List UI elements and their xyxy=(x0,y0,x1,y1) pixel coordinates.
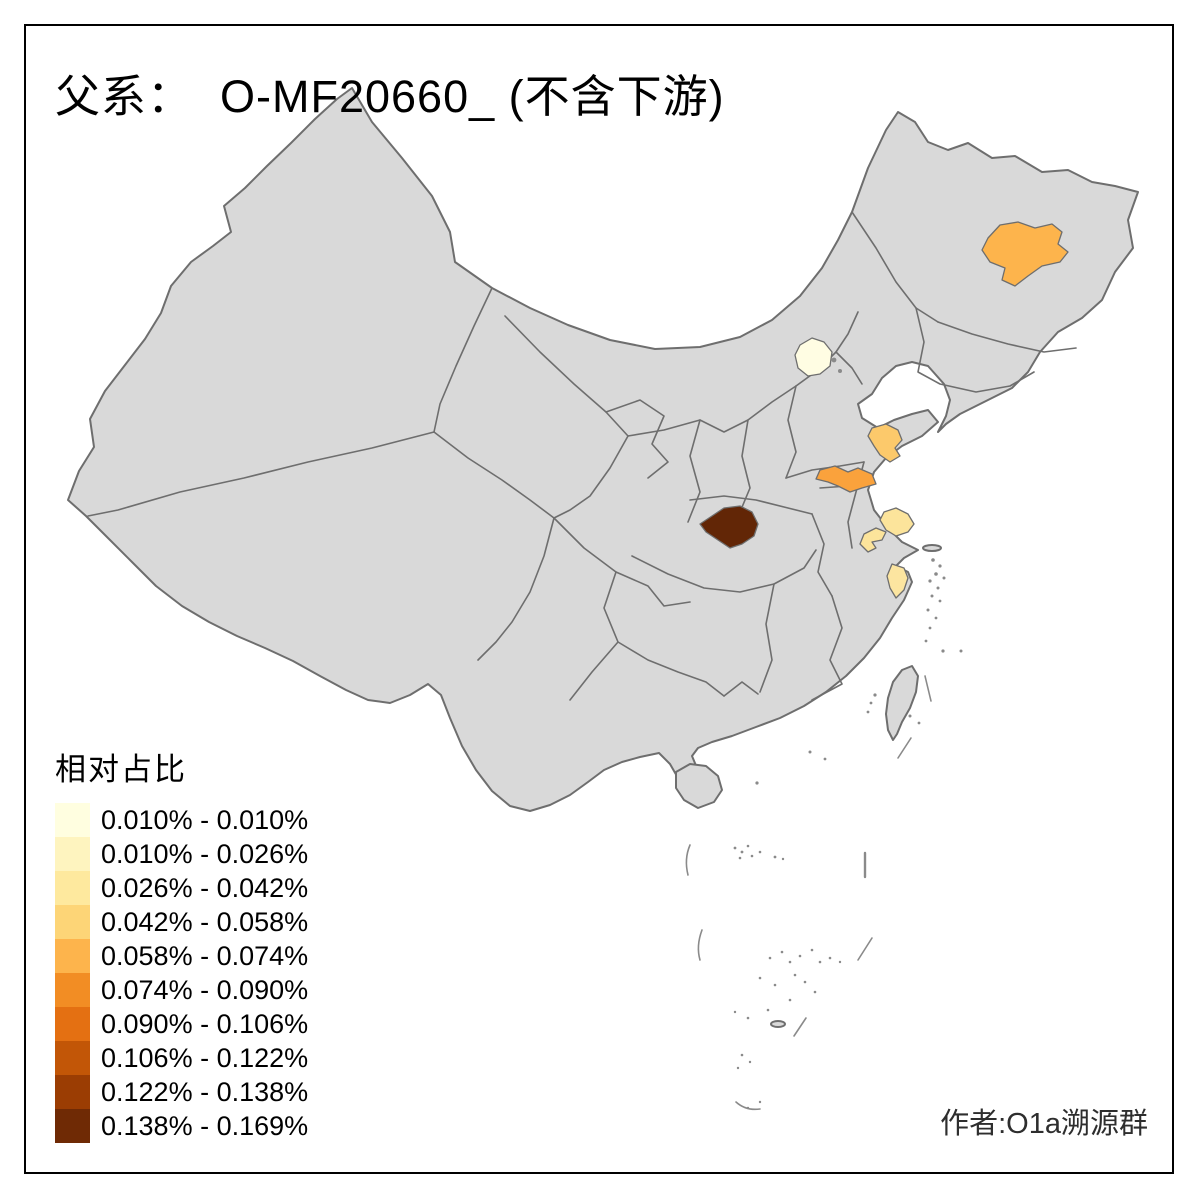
legend-item: 0.122% - 0.138% xyxy=(55,1075,308,1109)
legend-range-label: 0.010% - 0.010% xyxy=(101,804,309,835)
legend-range-label: 0.010% - 0.026% xyxy=(101,838,309,869)
legend-item: 0.058% - 0.074% xyxy=(55,939,308,973)
coastal-islets xyxy=(755,357,963,785)
chongming-island xyxy=(922,544,942,552)
region-shandong-peninsula xyxy=(867,423,903,463)
ryukyu-and-coast-lines xyxy=(685,675,932,1111)
legend-color-swatch xyxy=(55,1041,90,1075)
legend-color-swatch xyxy=(55,973,90,1007)
legend-item: 0.090% - 0.106% xyxy=(55,1007,308,1041)
legend-color-swatch xyxy=(55,803,90,837)
region-beijing xyxy=(794,337,833,377)
legend-item: 0.010% - 0.026% xyxy=(55,837,308,871)
region-northeast-harbin xyxy=(981,221,1069,287)
legend-range-label: 0.058% - 0.074% xyxy=(101,940,309,971)
legend-item: 0.026% - 0.042% xyxy=(55,871,308,905)
legend-range-label: 0.106% - 0.122% xyxy=(101,1042,309,1073)
region-jiangsu-coastal xyxy=(879,507,915,537)
region-jiangsu-central xyxy=(859,527,887,553)
legend-color-swatch xyxy=(55,837,90,871)
china-mainland xyxy=(67,87,1139,812)
legend-color-swatch xyxy=(55,1007,90,1041)
legend-color-swatch xyxy=(55,1075,90,1109)
legend-color-swatch xyxy=(55,1109,90,1143)
legend-range-label: 0.138% - 0.169% xyxy=(101,1110,309,1141)
legend-item: 0.010% - 0.010% xyxy=(55,803,308,837)
legend-item: 0.106% - 0.122% xyxy=(55,1041,308,1075)
taiwan-island xyxy=(885,665,919,741)
highlighted-regions xyxy=(699,221,1069,599)
legend: 相对占比 0.010% - 0.010% 0.010% - 0.026% 0.0… xyxy=(55,744,308,1143)
legend-range-label: 0.090% - 0.106% xyxy=(101,1008,309,1039)
region-south-shandong-xuzhou xyxy=(815,465,877,493)
legend-range-label: 0.074% - 0.090% xyxy=(101,974,309,1005)
legend-range-label: 0.122% - 0.138% xyxy=(101,1076,309,1107)
page-title: 父系： O-MF20660_ (不含下游) xyxy=(55,71,725,122)
legend-color-swatch xyxy=(55,905,90,939)
spratly-islands xyxy=(733,948,842,1110)
plot-frame xyxy=(24,24,1174,1174)
region-zhejiang-ningbo xyxy=(886,563,909,599)
legend-rows: 0.010% - 0.010% 0.010% - 0.026% 0.026% -… xyxy=(55,803,308,1143)
hainan-island xyxy=(675,763,723,809)
attribution-text: 作者:O1a溯源群 xyxy=(940,1108,1148,1140)
legend-range-label: 0.026% - 0.042% xyxy=(101,872,309,903)
legend-range-label: 0.042% - 0.058% xyxy=(101,906,309,937)
region-northwest-hubei xyxy=(699,505,759,549)
south-sea-islet xyxy=(770,1020,786,1028)
legend-item: 0.042% - 0.058% xyxy=(55,905,308,939)
legend-color-swatch xyxy=(55,871,90,905)
legend-item: 0.138% - 0.169% xyxy=(55,1109,308,1143)
legend-title: 相对占比 xyxy=(55,752,187,787)
paracel-islands xyxy=(733,844,785,861)
province-borders xyxy=(87,211,1077,701)
legend-color-swatch xyxy=(55,939,90,973)
legend-item: 0.074% - 0.090% xyxy=(55,973,308,1007)
